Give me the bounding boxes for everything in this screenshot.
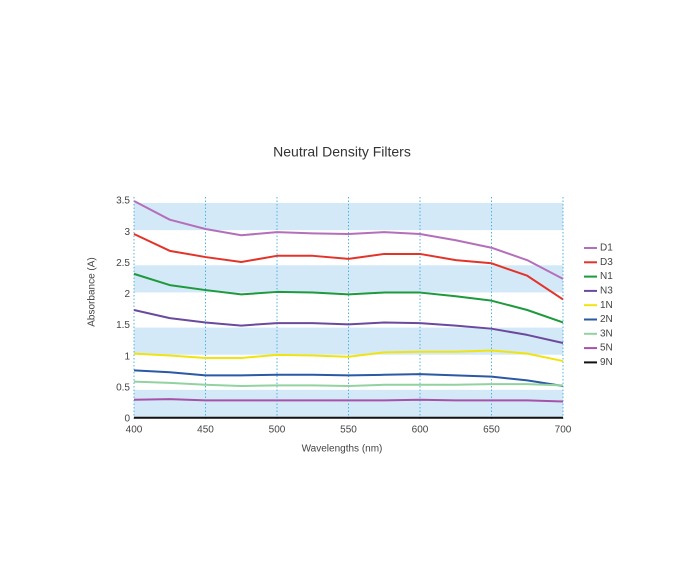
x-tick-label: 600 (412, 425, 429, 436)
legend-label: 1N (600, 300, 613, 311)
legend-label: 9N (600, 357, 613, 368)
legend-label: N1 (600, 271, 613, 282)
y-tick-label: 3 (124, 227, 130, 238)
legend-label: D3 (600, 257, 613, 268)
legend-label: 3N (600, 328, 613, 339)
data-line (133, 272, 564, 324)
data-line (133, 369, 564, 387)
x-tick-label: 450 (197, 425, 214, 436)
y-tick-label: 0.5 (116, 382, 130, 393)
y-tick-label: 2 (124, 289, 130, 300)
x-tick-label: 400 (126, 425, 143, 436)
data-line (133, 380, 564, 387)
y-tick-label: 3.5 (116, 196, 130, 207)
x-tick-label: 650 (483, 425, 500, 436)
x-tick-label: 550 (340, 425, 357, 436)
legend-label: N3 (600, 286, 613, 297)
x-tick-label: 700 (555, 425, 572, 436)
data-line (133, 309, 564, 344)
x-axis-label: Wavelengths (nm) (302, 444, 383, 455)
data-line (133, 398, 564, 403)
y-tick-label: 2.5 (116, 258, 130, 269)
y-tick-label: 0 (124, 414, 130, 425)
chart-title: Neutral Density Filters (273, 144, 411, 160)
data-line (133, 200, 564, 280)
y-tick-label: 1.5 (116, 320, 130, 331)
x-tick-label: 500 (269, 425, 286, 436)
data-line (133, 349, 564, 363)
data-line (133, 233, 564, 301)
y-axis-label: Absorbance (A) (87, 257, 98, 326)
legend-label: D1 (600, 243, 613, 254)
legend-label: 5N (600, 343, 613, 354)
legend-label: 2N (600, 314, 613, 325)
y-tick-label: 1 (124, 351, 130, 362)
